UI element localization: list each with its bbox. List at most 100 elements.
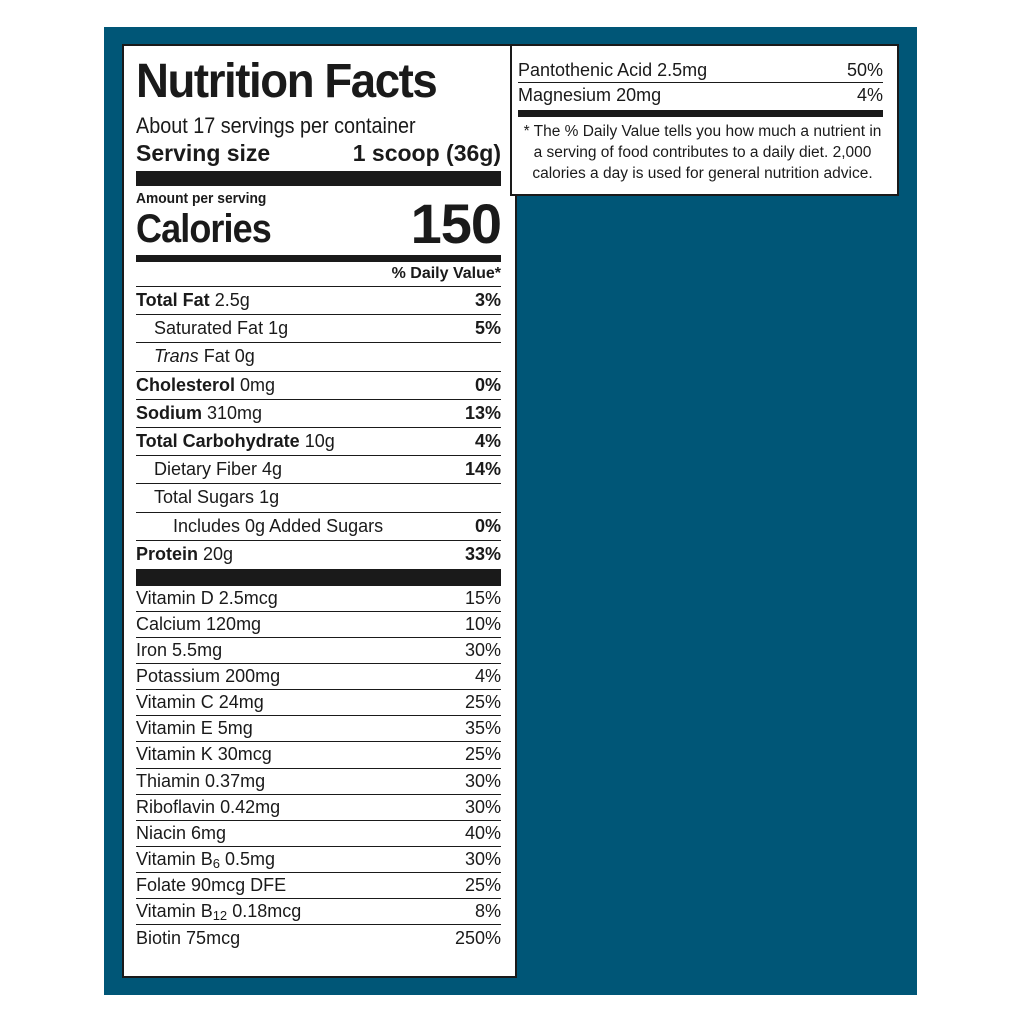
vitamin-amount: 5.5mg: [172, 640, 223, 661]
nutrient-row-total-carbohydrate: Total Carbohydrate 10g 4%: [136, 428, 501, 457]
vitamin-amount: 75mcg: [186, 927, 241, 948]
vitamin-row: Vitamin B6 0.5mg 30%: [136, 847, 501, 873]
serving-size-value: 1 scoop (36g): [352, 140, 501, 166]
nutrient-amount: 4g: [262, 459, 283, 480]
vitamin-name: Iron: [136, 640, 168, 661]
continued-amount: 2.5mg: [657, 59, 708, 80]
thick-divider: [136, 171, 501, 186]
vitamin-amount: 0.18mcg: [232, 901, 302, 922]
calories-row: Calories 150: [136, 196, 502, 252]
vitamin-dv: 10%: [464, 614, 501, 635]
nutrient-row-sodium: Sodium 310mg 13%: [136, 400, 501, 428]
vitamin-row: Potassium 200mg 4%: [136, 664, 501, 691]
nutrient-name: Total Carbohydrate: [136, 431, 300, 452]
vitamin-amount: 0.37mg: [205, 770, 266, 791]
nutrient-name: Dietary Fiber: [154, 459, 258, 480]
nutrient-row-total-sugars: Total Sugars 1g: [136, 484, 501, 513]
vitamin-row: Calcium 120mg 10%: [136, 612, 501, 639]
nutrient-dv: 14%: [464, 459, 501, 480]
vitamin-dv: 15%: [464, 587, 501, 608]
vitamin-name: Vitamin B: [136, 848, 213, 869]
nutrient-dv: 5%: [474, 318, 501, 339]
nutrient-name: Includes 0g Added Sugars: [173, 515, 384, 536]
vitamin-name: Vitamin B: [136, 901, 213, 922]
nutrient-amount: 10g: [304, 431, 335, 452]
nutrient-name: Sodium: [136, 402, 202, 423]
vitamin-name: Riboflavin: [136, 796, 216, 817]
nutrient-dv: 33%: [464, 544, 501, 565]
continued-name: Magnesium: [518, 85, 612, 105]
nutrient-row-saturated-fat: Saturated Fat 1g 5%: [136, 315, 501, 344]
vitamin-amount: 2.5mcg: [218, 587, 278, 608]
vitamin-amount: 90mcg DFE: [191, 874, 287, 895]
nutrient-name: Total Sugars: [154, 487, 255, 508]
nutrient-row-protein: Protein 20g 33%: [136, 541, 501, 569]
nutrient-name: Saturated Fat: [154, 318, 264, 339]
daily-value-footnote: * The % Daily Value tells you how much a…: [523, 123, 882, 182]
vitamin-dv: 30%: [464, 848, 501, 869]
vitamin-row: Niacin 6mg 40%: [136, 821, 501, 847]
continued-amount: 20mg: [616, 85, 662, 105]
nutrient-dv: 3%: [474, 290, 501, 311]
vitamin-dv: 30%: [464, 770, 501, 791]
vitamin-subscript: 6: [212, 855, 220, 871]
vitamin-dv: 35%: [464, 718, 501, 739]
continued-name: Pantothenic Acid: [518, 59, 653, 80]
vitamin-name: Niacin: [136, 822, 187, 843]
calories-label: Calories: [136, 207, 272, 251]
vitamin-name: Thiamin: [136, 770, 201, 791]
nutrient-name: Fat: [203, 346, 230, 367]
continued-dv: 50%: [846, 59, 883, 80]
daily-value-header: % Daily Value*: [136, 262, 501, 287]
vitamin-row: Thiamin 0.37mg 30%: [136, 769, 501, 795]
amount-per-serving: Amount per serving: [136, 190, 267, 207]
continued-panel: Pantothenic Acid 2.5mg 50% Magnesium 20mg…: [510, 44, 899, 196]
nutrient-list: Total Fat 2.5g 3% Saturated Fat 1g 5% Tr…: [136, 287, 501, 569]
vitamin-name: Potassium: [136, 666, 221, 687]
nutrient-amount: 1g: [259, 487, 280, 508]
vitamin-dv: 250%: [454, 927, 501, 948]
vitamin-dv: 30%: [464, 640, 501, 661]
vitamin-row: Riboflavin 0.42mg 30%: [136, 795, 501, 821]
vitamin-dv: 4%: [474, 666, 501, 687]
vitamin-list: Vitamin D 2.5mcg 15% Calcium 120mg 10% Iro…: [136, 586, 501, 951]
nutrition-facts-content: Nutrition Facts About 17 servings per co…: [136, 55, 502, 951]
vitamin-amount: 24mg: [218, 692, 264, 713]
nutrient-amount: 20g: [203, 544, 234, 565]
medium-divider: [518, 110, 883, 117]
continued-content: Pantothenic Acid 2.5mg 50% Magnesium 20mg…: [518, 58, 883, 184]
nutrient-name: Protein: [136, 544, 199, 565]
vitamin-dv: 25%: [464, 874, 501, 895]
vitamin-name: Vitamin C: [136, 692, 214, 713]
servings-per-container: About 17 servings per container: [136, 113, 416, 138]
serving-size-row: Serving size 1 scoop (36g): [136, 139, 501, 167]
serving-size-label: Serving size: [136, 140, 271, 166]
vitamin-name: Vitamin K: [136, 744, 213, 765]
vitamin-amount: 0.42mg: [220, 796, 281, 817]
nutrient-row-trans-fat: Trans Fat 0g: [136, 343, 501, 372]
vitamin-amount: 120mg: [206, 614, 262, 635]
vitamin-dv: 30%: [464, 796, 501, 817]
vitamin-row: Vitamin K 30mcg 25%: [136, 742, 501, 769]
thick-divider: [136, 568, 501, 586]
nutrient-amount: 0g: [234, 346, 255, 367]
continued-row: Pantothenic Acid 2.5mg 50%: [518, 58, 883, 83]
vitamin-amount: 5mg: [217, 718, 253, 739]
vitamin-row: Vitamin C 24mg 25%: [136, 690, 501, 717]
nutrient-row-added-sugars: Includes 0g Added Sugars 0%: [136, 513, 501, 541]
nutrient-dv: 0%: [474, 374, 501, 395]
nutrient-amount: 2.5g: [214, 290, 250, 311]
nutrient-name: Total Fat: [136, 290, 210, 311]
continued-row: Magnesium 20mg 4%: [518, 83, 883, 108]
nutrient-row-total-fat: Total Fat 2.5g 3%: [136, 287, 501, 316]
nutrition-facts-panel: Nutrition Facts About 17 servings per co…: [122, 44, 517, 978]
continued-dv: 4%: [856, 85, 883, 105]
vitamin-row: Folate 90mcg DFE 25%: [136, 873, 501, 899]
vitamin-row: Vitamin E 5mg 35%: [136, 716, 501, 743]
nutrient-dv: 4%: [474, 431, 501, 452]
vitamin-subscript: 12: [212, 908, 228, 924]
nutrient-amount: 310mg: [207, 402, 263, 423]
label-title: Nutrition Facts: [136, 55, 438, 108]
vitamin-name: Calcium: [136, 614, 202, 635]
vitamin-name: Folate: [136, 874, 187, 895]
